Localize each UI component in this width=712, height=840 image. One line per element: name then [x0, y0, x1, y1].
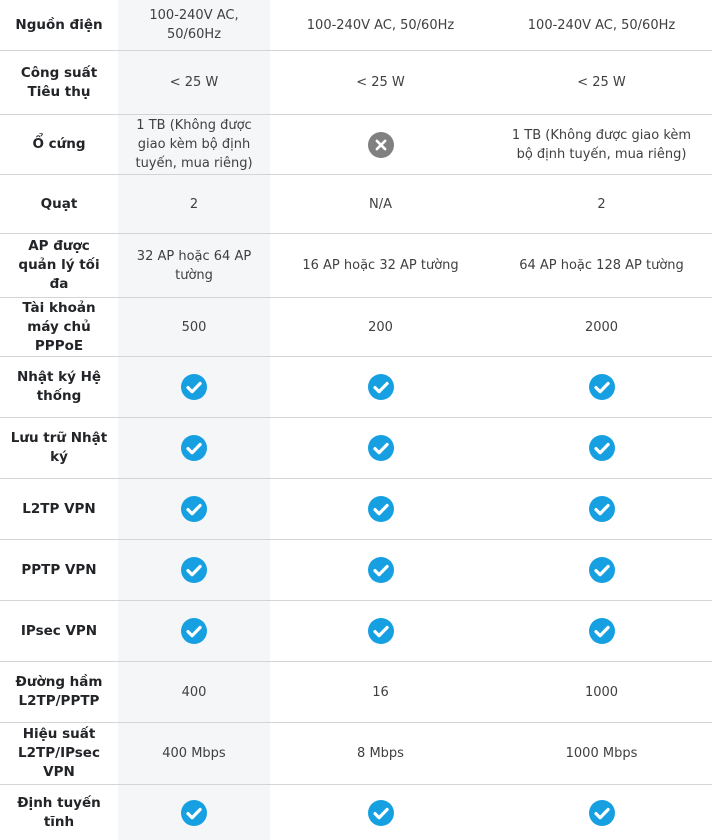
row-label: Nhật ký Hệ thống — [16, 369, 102, 404]
value-cell — [270, 115, 491, 174]
value-cell — [491, 479, 712, 539]
value-cell: N/A — [369, 196, 392, 212]
table-row: Lưu trữ Nhật ký — [0, 418, 712, 479]
row-label: IPsec VPN — [20, 622, 98, 639]
row-label: Ổ cứng — [32, 136, 86, 152]
check-icon — [588, 435, 615, 461]
check-icon — [181, 435, 207, 461]
table-row: L2TP VPN — [0, 479, 712, 540]
row-label: Nguồn điện — [15, 16, 103, 33]
value-cell: < 25 W — [356, 75, 405, 90]
value-cell — [491, 357, 712, 417]
value-cell: 1000 — [584, 684, 619, 700]
value-cell — [491, 418, 712, 478]
value-cell — [118, 418, 270, 478]
value-cell: 8 Mbps — [357, 746, 404, 761]
check-icon — [588, 800, 615, 826]
value-cell — [118, 540, 270, 600]
value-cell — [270, 785, 491, 840]
value-cell: 2 — [597, 196, 606, 212]
table-row: Quạt 2 N/A 2 — [0, 175, 712, 234]
table-row: AP được quản lý tối đa 32 AP hoặc 64 AP … — [0, 234, 712, 298]
value-cell — [491, 785, 712, 840]
value-cell — [118, 601, 270, 661]
table-row: Ổ cứng 1 TB (Không được giao kèm bộ định… — [0, 115, 712, 175]
table-row: Tài khoản máy chủ PPPoE 500 200 2000 — [0, 298, 712, 357]
check-icon — [588, 374, 615, 400]
value-cell — [270, 418, 491, 478]
check-icon — [588, 618, 615, 644]
value-cell — [118, 479, 270, 539]
value-cell — [270, 479, 491, 539]
table-row: Nguồn điện 100-240V AC, 50/60Hz 100-240V… — [0, 0, 712, 51]
row-label: AP được quản lý tối đa — [18, 238, 100, 292]
value-cell: 1 TB (Không được giao kèm bộ định tuyến,… — [511, 127, 692, 162]
value-cell: 2 — [118, 175, 270, 233]
row-label: PPTP VPN — [21, 561, 97, 578]
value-cell: 400 Mbps — [118, 723, 270, 784]
value-cell: 1000 Mbps — [565, 746, 638, 761]
row-label: Tài khoản máy chủ PPPoE — [22, 299, 96, 354]
value-cell: 16 — [372, 684, 389, 700]
row-label: Công suất Tiêu thụ — [20, 64, 98, 100]
row-label: Hiệu suất L2TP/IPsec VPN — [18, 726, 100, 780]
row-label: Lưu trữ Nhật ký — [10, 430, 108, 465]
check-icon — [181, 618, 207, 644]
value-cell: 400 — [118, 662, 270, 722]
check-icon — [367, 374, 394, 400]
value-cell — [270, 357, 491, 417]
value-cell — [491, 540, 712, 600]
value-cell — [118, 357, 270, 417]
value-cell — [270, 540, 491, 600]
value-cell — [270, 601, 491, 661]
table-row: Định tuyến tĩnh — [0, 785, 712, 840]
value-cell: 100-240V AC, 50/60Hz — [527, 17, 676, 33]
check-icon — [181, 800, 207, 826]
check-icon — [367, 557, 394, 583]
check-icon — [181, 496, 207, 522]
value-cell: 32 AP hoặc 64 AP tường — [118, 234, 270, 297]
table-row: IPsec VPN — [0, 601, 712, 662]
table-row: PPTP VPN — [0, 540, 712, 601]
check-icon — [588, 557, 615, 583]
value-cell: 16 AP hoặc 32 AP tường — [302, 258, 459, 273]
value-cell — [491, 601, 712, 661]
check-icon — [181, 557, 207, 583]
row-label: L2TP VPN — [22, 500, 96, 517]
value-cell: < 25 W — [118, 51, 270, 114]
value-cell: 2000 — [584, 319, 619, 335]
value-cell: 1 TB (Không được giao kèm bộ định tuyến,… — [118, 115, 270, 174]
value-cell: 100-240V AC, 50/60Hz — [306, 17, 455, 33]
table-row: Nhật ký Hệ thống — [0, 357, 712, 418]
table-row: Đường hầm L2TP/PPTP 400 16 1000 — [0, 662, 712, 723]
check-icon — [367, 618, 394, 644]
row-label: Quạt — [40, 195, 78, 212]
check-icon — [367, 800, 394, 826]
row-label: Định tuyến tĩnh — [17, 795, 101, 830]
table-row: Hiệu suất L2TP/IPsec VPN 400 Mbps 8 Mbps… — [0, 723, 712, 785]
value-cell: 100-240V AC, 50/60Hz — [118, 0, 270, 50]
value-cell: 64 AP hoặc 128 AP tường — [519, 258, 684, 273]
value-cell: 500 — [118, 298, 270, 356]
value-cell: < 25 W — [577, 75, 626, 90]
check-icon — [181, 374, 207, 400]
cross-icon — [367, 131, 394, 158]
check-icon — [367, 496, 394, 522]
value-cell: 200 — [368, 319, 393, 335]
check-icon — [588, 496, 615, 522]
row-label: Đường hầm L2TP/PPTP — [15, 674, 103, 709]
check-icon — [367, 435, 394, 461]
value-cell — [118, 785, 270, 840]
table-row: Công suất Tiêu thụ < 25 W < 25 W < 25 W — [0, 51, 712, 115]
